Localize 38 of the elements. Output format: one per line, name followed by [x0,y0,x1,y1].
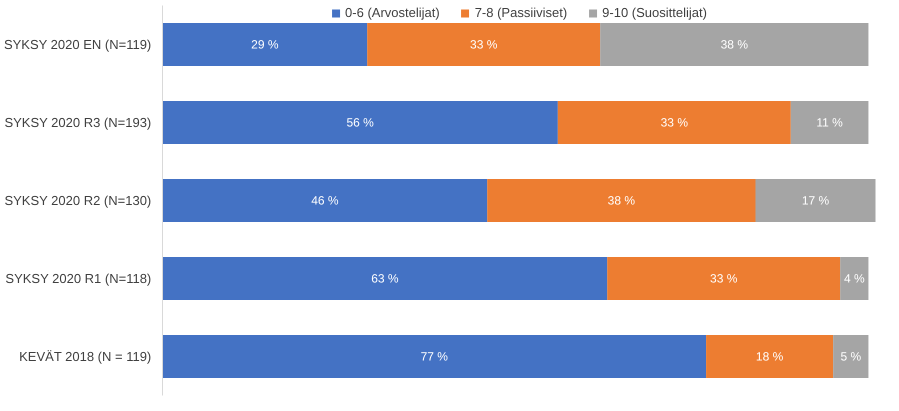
data-label: 17 % [802,194,830,208]
y-tick-label: SYKSY 2020 R1 (N=118) [5,271,152,286]
bar [162,23,368,66]
bar [790,101,868,144]
bar [706,335,834,378]
y-tick-label: KEVÄT 2018 (N = 119) [19,349,152,364]
bar [607,257,840,300]
data-label: 33 % [660,116,688,130]
data-label: 18 % [756,350,784,364]
bar [600,23,868,66]
data-label: 56 % [346,116,374,130]
data-label: 11 % [816,116,844,130]
data-label: 38 % [720,38,748,52]
data-label: 38 % [608,194,636,208]
data-label: 4 % [844,272,865,286]
legend-label: 0-6 (Arvostelijat) [345,5,440,20]
data-label: 29 % [251,38,279,52]
y-tick-label: SYKSY 2020 EN (N=119) [4,37,152,52]
bar [840,257,868,300]
data-label: 63 % [371,272,399,286]
bar [755,179,876,222]
bar [833,335,868,378]
bar [162,257,608,300]
bar [162,101,558,144]
legend-label: 7-8 (Passiiviset) [474,5,568,20]
bar [558,101,791,144]
data-label: 5 % [840,350,862,364]
data-label: 33 % [710,272,738,286]
bar [162,179,488,222]
legend-label: 9-10 (Suosittelijat) [602,5,707,20]
bar [367,23,600,66]
y-tick-label: SYKSY 2020 R3 (N=193) [4,115,152,130]
bar [162,335,706,378]
data-label: 33 % [470,38,498,52]
bar [487,179,756,222]
data-label: 46 % [311,194,339,208]
y-tick-label: SYKSY 2020 R2 (N=130) [4,193,152,208]
data-label: 77 % [420,350,448,364]
